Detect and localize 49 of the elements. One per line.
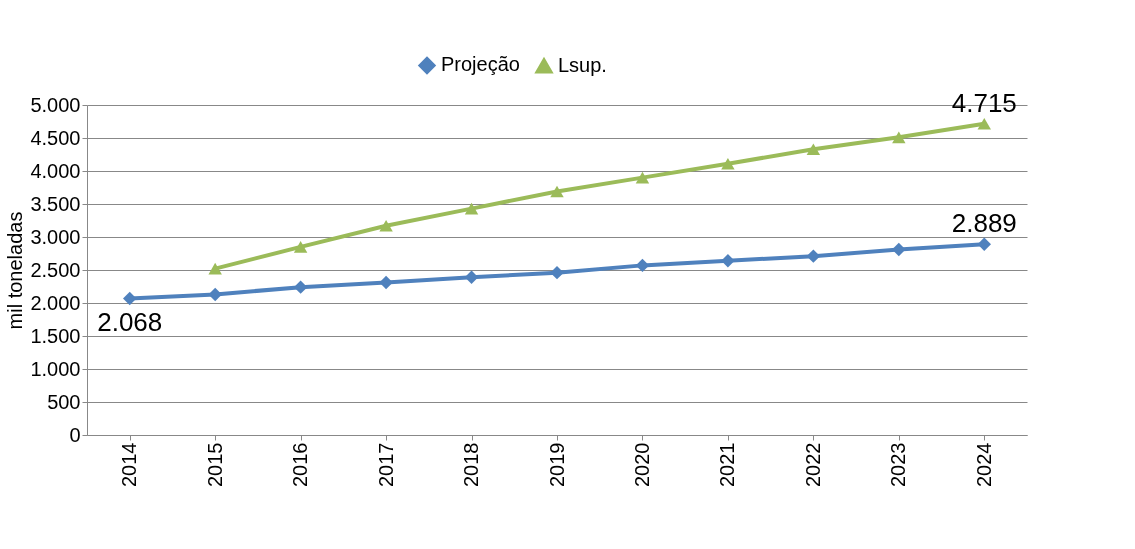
x-tick-label: 2014 [118,442,141,487]
point [977,118,991,130]
y-tick-label: 5.000 [30,93,81,116]
y-tick-label: 3.000 [30,225,81,248]
legend-label: Projeção [441,53,520,76]
y-tick-label: 0 [69,423,81,446]
point [806,143,821,156]
y-tick-label: 1.000 [30,357,81,380]
x-tick-label: 2019 [545,442,568,487]
point [550,265,564,280]
legend-label: Lsup. [558,53,607,76]
point [721,157,735,170]
point [379,275,393,290]
y-tick-label: 4.500 [30,126,81,149]
point [806,249,821,263]
point [635,258,650,273]
point [635,171,650,184]
x-tick-label: 2021 [716,442,739,487]
y-tick-label: 1.500 [30,324,81,347]
point [208,262,222,275]
point [379,219,393,232]
point [977,237,991,252]
point [892,131,906,144]
point [123,291,137,306]
point [464,202,479,215]
x-tick-label: 2018 [460,442,483,487]
point [208,287,222,302]
x-tick-label: 2024 [972,442,995,487]
y-tick-label: 2.500 [30,258,81,281]
point [293,241,308,253]
point [721,254,735,268]
x-tick-label: 2020 [630,442,653,487]
point [464,270,479,284]
y-tick-label: 500 [47,390,81,413]
x-tick-label: 2022 [801,442,824,487]
y-tick-label: 3.500 [30,192,81,215]
y-tick-label: 2.000 [30,291,81,314]
x-tick-label: 2016 [289,442,312,487]
data-label: 2.068 [97,306,163,337]
y-axis-title: mil toneladas [4,211,27,330]
point [550,185,564,198]
data-label: 2.889 [951,208,1017,239]
point [892,242,906,257]
x-tick-label: 2017 [374,442,397,487]
point [293,280,308,294]
x-tick-label: 2015 [203,442,226,487]
x-tick-label: 2023 [887,442,910,487]
y-tick-label: 4.000 [30,159,81,182]
data-label: 4.715 [951,87,1017,118]
